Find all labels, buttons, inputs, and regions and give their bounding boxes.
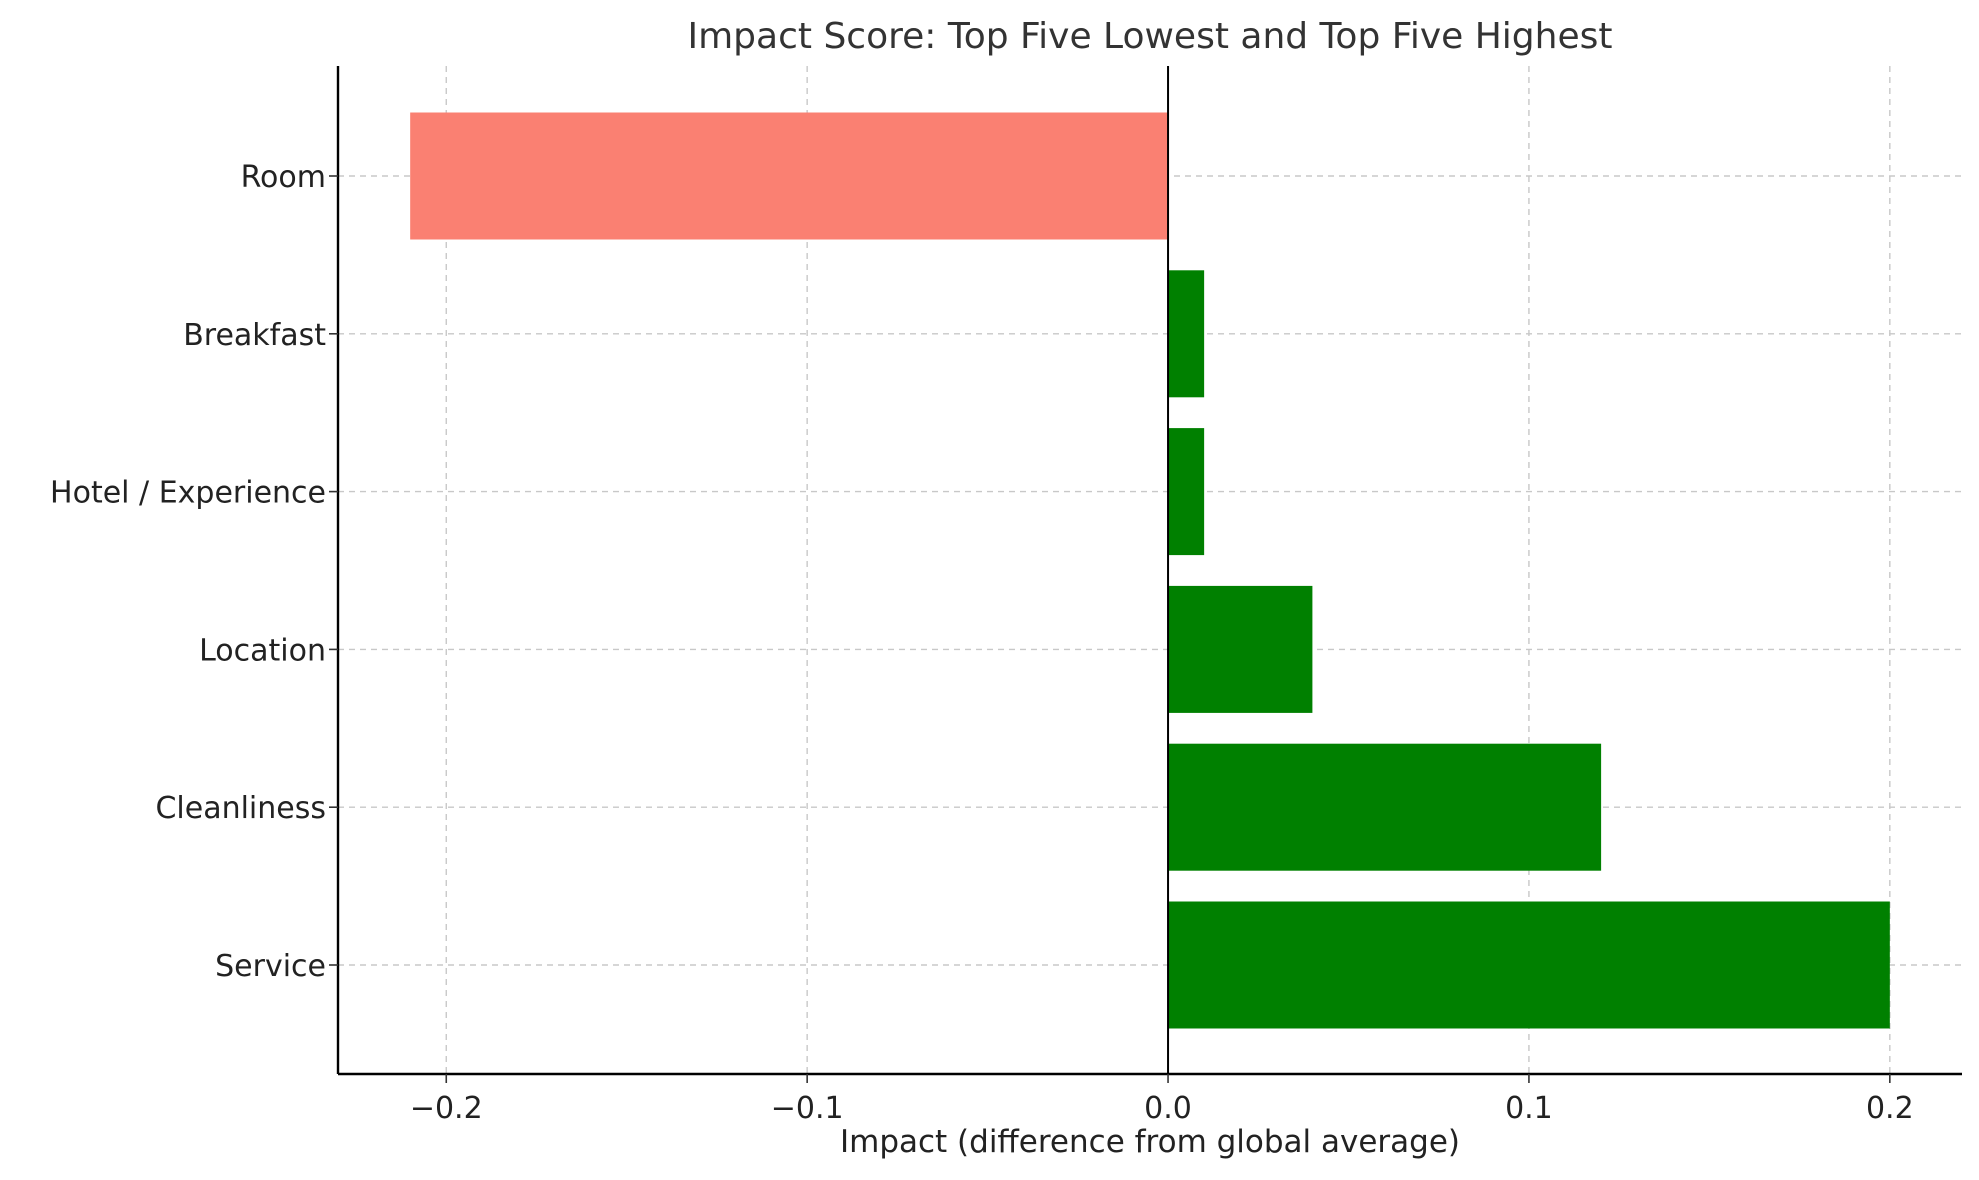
x-tick-label-1: −0.1 [771,1091,844,1126]
y-tick-label-room: Room [241,160,326,195]
y-tick-label-hotel-experience: Hotel / Experience [50,476,326,511]
bars [410,112,1890,1029]
x-axis-label: Impact (difference from global average) [840,1124,1460,1160]
x-tick-label-3: 0.1 [1505,1091,1553,1126]
bar-hotel-experience [1168,428,1205,556]
axes: −0.2 −0.1 0.0 0.1 0.2 Room Breakfast Hotel / Ex… [50,66,1962,1126]
bar-service [1168,901,1890,1029]
bar-room [410,112,1169,240]
y-tick-label-location: Location [199,633,326,668]
bar-location [1168,585,1313,713]
bar-cleanliness [1168,743,1602,871]
x-tick-label-4: 0.2 [1866,1091,1914,1126]
x-tick-label-2: 0.0 [1144,1091,1192,1126]
y-tick-label-service: Service [215,949,326,984]
bar-breakfast [1168,270,1205,398]
y-tick-label-cleanliness: Cleanliness [155,791,326,826]
y-tick-label-breakfast: Breakfast [183,318,326,353]
x-tick-label-0: −0.2 [410,1091,483,1126]
chart-title: Impact Score: Top Five Lowest and Top Fi… [688,16,1613,57]
